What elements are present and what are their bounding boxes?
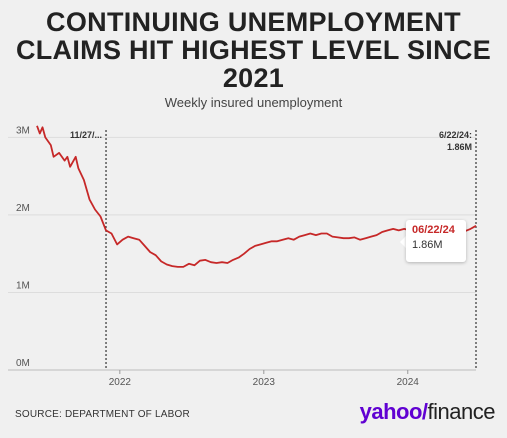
logo-brand: yahoo/ [359,399,428,424]
y-tick-label: 3M [16,125,30,136]
chart-title: CONTINUING UNEMPLOYMENT CLAIMS HIT HIGHE… [15,7,492,93]
logo-product: finance [427,399,496,424]
series-line [36,125,477,268]
x-tick-label: 2024 [397,377,420,388]
y-tick-label: 1M [16,280,30,291]
tooltip-date: 06/22/24 [412,224,455,236]
y-tick-label: 0M [16,358,30,369]
annotation-label-left: 11/27/... [70,130,102,140]
tooltip-value: 1.86M [412,239,443,251]
tooltip-arrow [400,236,406,248]
y-tick-label: 2M [16,203,30,214]
x-tick-label: 2023 [253,377,276,388]
annotation-label-right-value: 1.86M [447,142,472,152]
x-tick-label: 2022 [109,377,132,388]
annotation-label-right-date: 6/22/24: [439,130,472,140]
yahoo-finance-logo: yahoo/finance [359,399,496,425]
data-tooltip: 06/22/24 1.86M [406,220,466,262]
chart-subtitle: Weekly insured unemployment [164,95,343,110]
source-note: SOURCE: DEPARTMENT OF LABOR [15,409,190,420]
line-chart: 0M 1M 2M 3M 2022 2023 2024 11/27/... 6/22/24: 1.8… [8,125,477,388]
